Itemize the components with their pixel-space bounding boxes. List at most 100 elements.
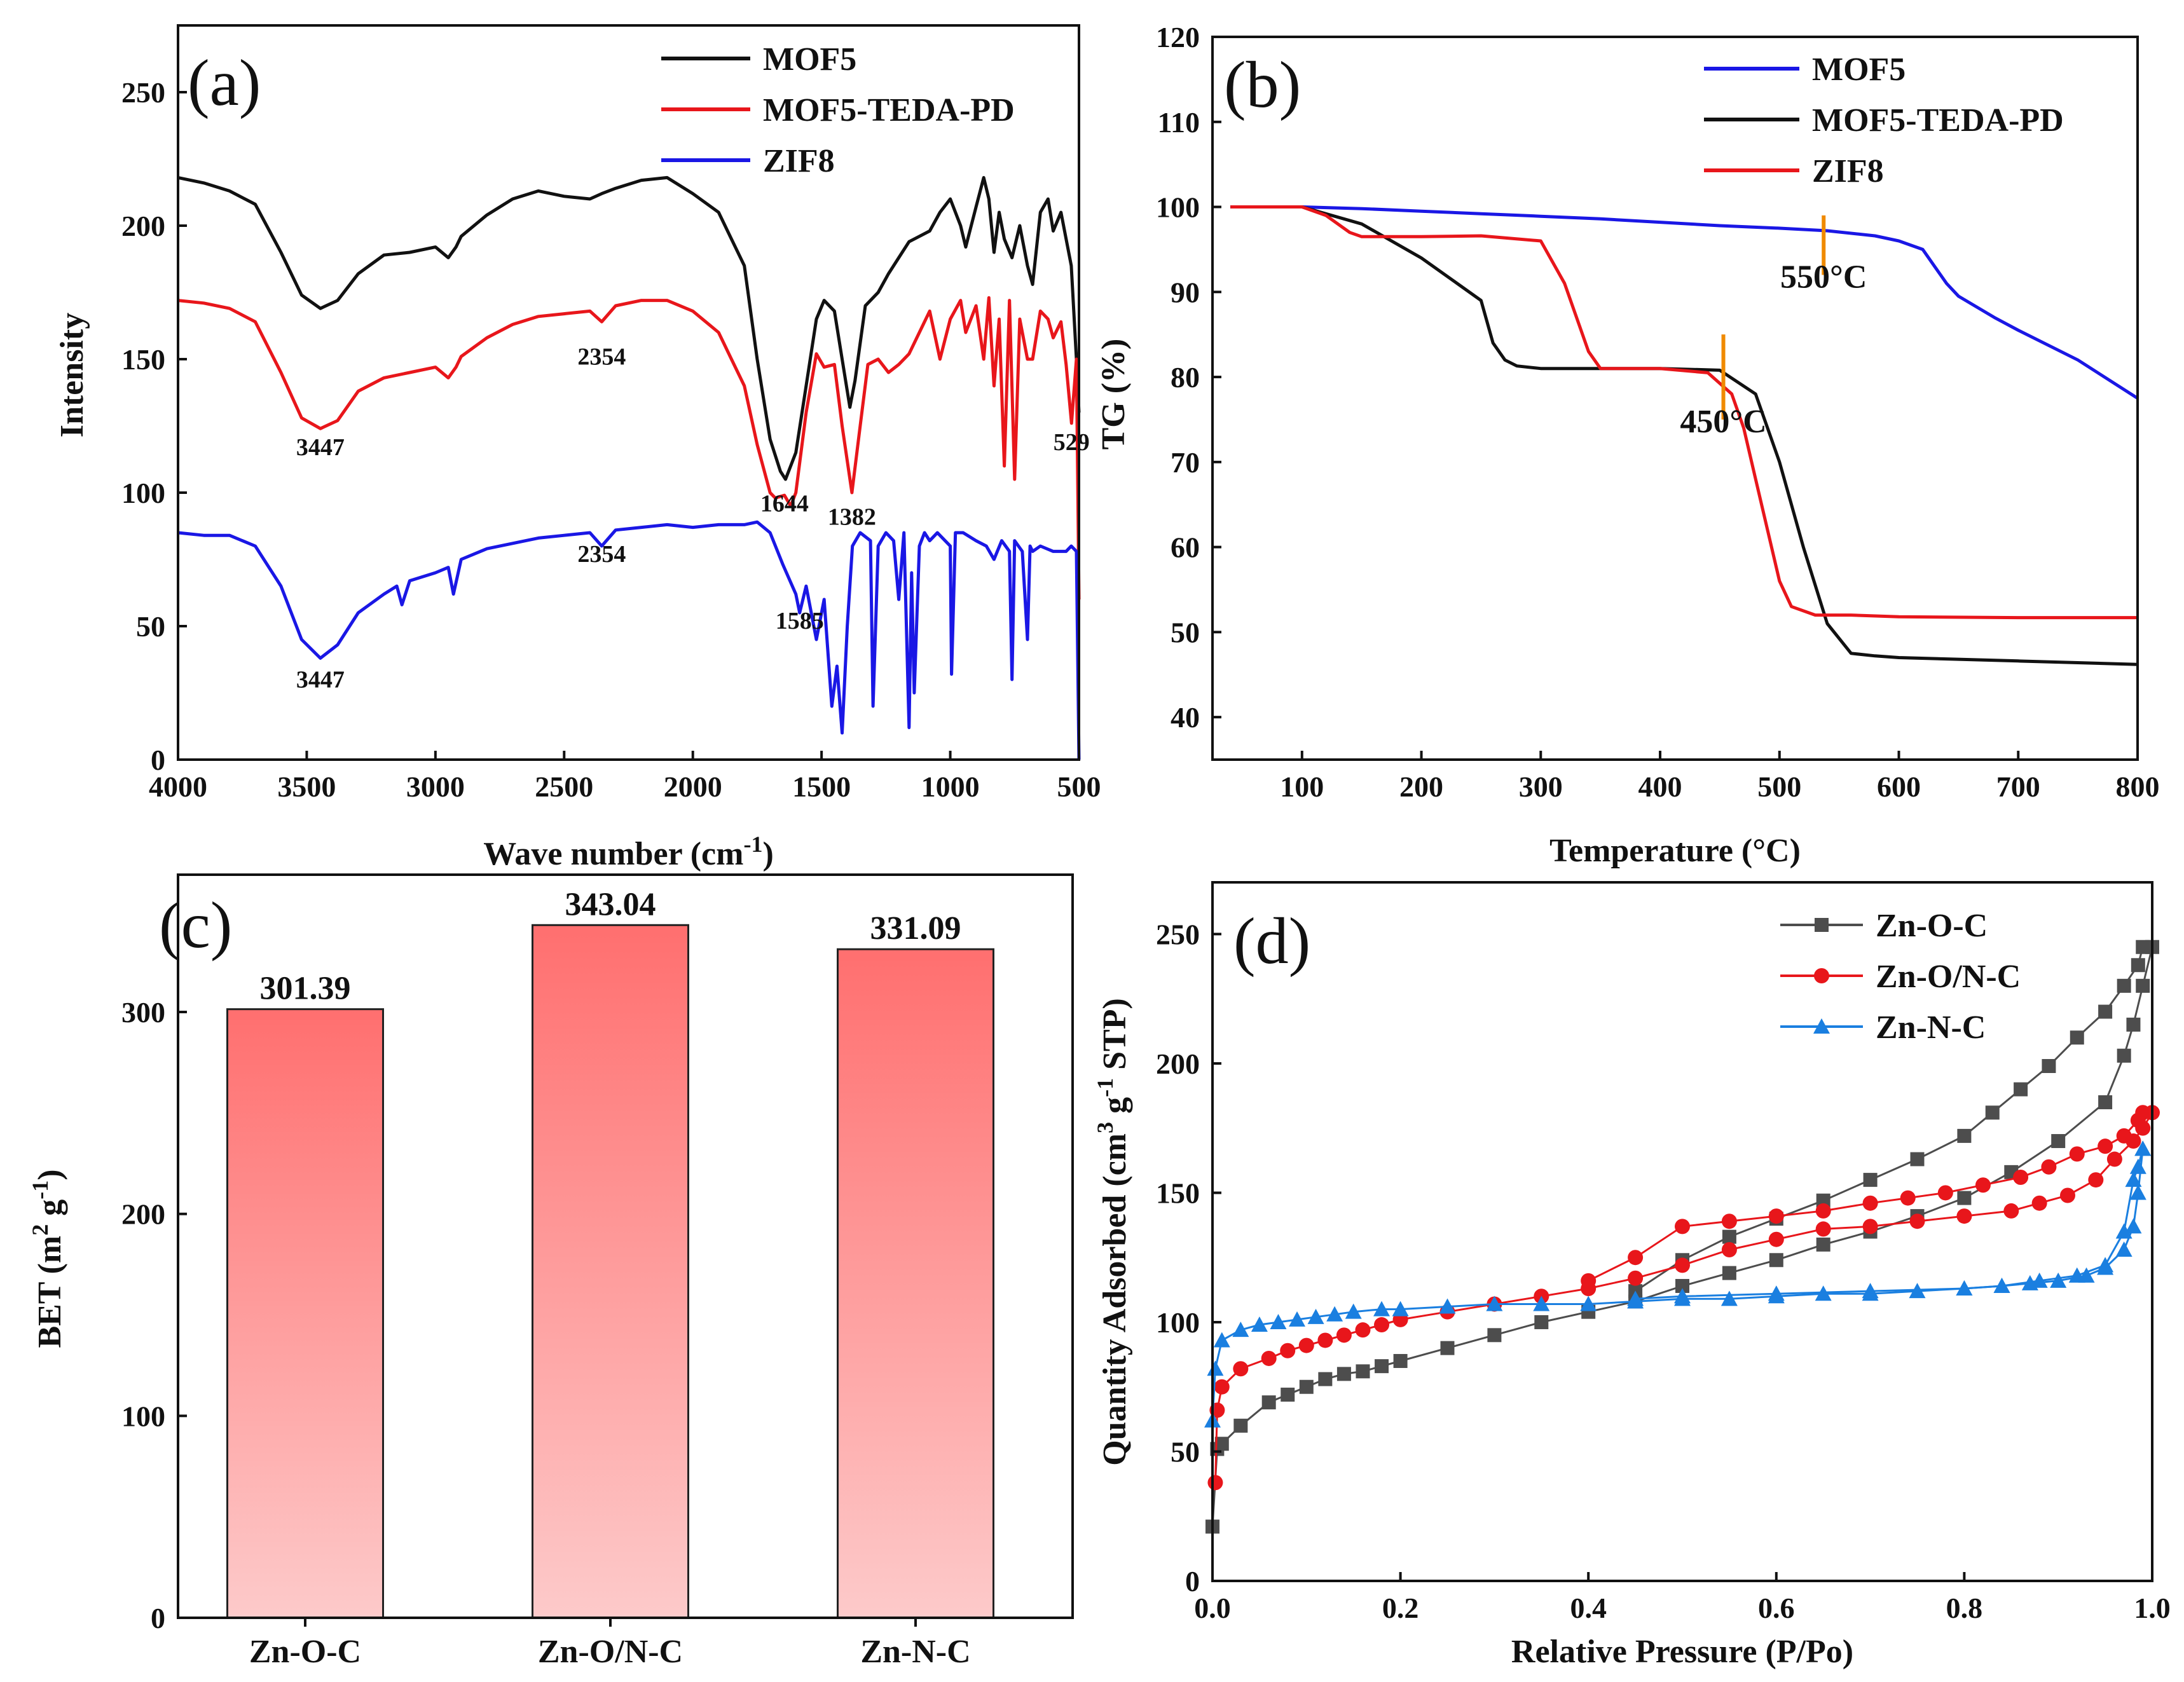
d-zn-o-c-point — [1281, 1387, 1295, 1402]
a-y-tick-label: 200 — [121, 210, 165, 242]
d-zn-o-c-point — [1816, 1193, 1830, 1208]
d-y-tick-label: 250 — [1156, 918, 1200, 950]
a-x-tick-label: 2500 — [535, 770, 593, 803]
c-y-tick-label: 0 — [151, 1602, 165, 1634]
d-x-tick-label: 0.8 — [1946, 1592, 1983, 1624]
d-x-tick-label: 0.4 — [1570, 1592, 1607, 1624]
b-y-tick-label: 60 — [1171, 531, 1200, 564]
d-zn-o-c-point — [1318, 1372, 1333, 1386]
d-zn-o-n-c-point — [1628, 1250, 1644, 1266]
d-zn-o-n-c-point — [1317, 1332, 1333, 1348]
d-y-tick-label: 150 — [1156, 1177, 1200, 1209]
d-zn-n-c-point — [1373, 1301, 1391, 1316]
d-zn-o-c-point — [2136, 978, 2150, 993]
d-y-tick-label: 50 — [1171, 1435, 1200, 1468]
d-zn-o-c-point — [2117, 978, 2131, 993]
c-bar — [226, 1008, 384, 1619]
d-zn-o-n-c-point — [1214, 1379, 1230, 1395]
d-zn-o-n-c-point — [2130, 1112, 2146, 1128]
d-zn-n-c-point — [2097, 1257, 2114, 1273]
d-zn-n-c-point — [2115, 1223, 2132, 1239]
d-zn-n-c-point — [1207, 1360, 1224, 1376]
d-legend-label: Zn-O-C — [1876, 908, 1988, 944]
a-x-tick-label: 1000 — [921, 770, 980, 803]
a-x-axis-title-text: Wave number (cm — [483, 836, 743, 872]
c-y-axis-title-mid: g — [32, 1200, 68, 1224]
d-zn-o-n-c-point — [1862, 1195, 1878, 1211]
d-zn-o-n-c-point — [1280, 1343, 1296, 1358]
a-series-line-zif8 — [177, 520, 1081, 760]
d-zn-n-c-point — [2129, 1158, 2146, 1174]
c-y-axis-title-close: ) — [32, 1169, 68, 1180]
a-annotation: 1382 — [828, 503, 876, 530]
a-annotation: 1585 — [776, 608, 824, 634]
b-y-tick-label: 80 — [1171, 361, 1200, 393]
d-zn-o-c-point — [1863, 1173, 1878, 1187]
d-zn-o-c-point — [2098, 1095, 2113, 1109]
c-category-label: Zn-O-C — [249, 1634, 361, 1670]
d-zn-o-c-point — [1261, 1395, 1276, 1410]
d-zn-o-n-c-point — [2088, 1172, 2104, 1188]
d-zn-o-n-c-point — [1721, 1214, 1737, 1229]
c-bar — [837, 948, 994, 1619]
c-category-label: Zn-O/N-C — [538, 1634, 683, 1670]
c-y-tick-label: 300 — [121, 996, 165, 1029]
d-panel-label: (d) — [1233, 905, 1310, 978]
b-series-line-zif8 — [1230, 205, 2138, 620]
d-zn-o-c-point — [2051, 1134, 2066, 1149]
a-annotation: 2354 — [577, 541, 626, 568]
d-zn-o-n-c-point — [1628, 1270, 1644, 1286]
d-zn-n-c-point — [2115, 1241, 2132, 1257]
d-zn-o-n-c-point — [1956, 1208, 1972, 1224]
d-zn-n-c-point — [1289, 1311, 1306, 1327]
a-x-tick-label: 500 — [1057, 770, 1101, 803]
d-zn-o-c-point — [1985, 1105, 2000, 1120]
d-zn-o-c-adsorption-line — [1211, 947, 2153, 1527]
d-zn-o-n-c-point — [2003, 1203, 2019, 1219]
d-y-axis-title-mid: g — [1097, 1097, 1133, 1122]
d-zn-o-n-c-point — [2116, 1128, 2132, 1144]
a-y-tick-label: 150 — [121, 343, 165, 376]
c-category-label: Zn-N-C — [860, 1634, 970, 1670]
d-zn-n-c-point — [1307, 1308, 1324, 1324]
c-y-axis-title: BET (m2 g-1) — [27, 1169, 68, 1348]
a-annotation: 3447 — [296, 434, 345, 461]
d-zn-o-n-c-point — [1768, 1231, 1784, 1247]
d-zn-o-c-point — [1534, 1315, 1549, 1329]
b-annotation: 550°C — [1780, 259, 1867, 296]
c-bar-value-label: 343.04 — [565, 886, 656, 922]
d-zn-n-c-point — [2125, 1218, 2142, 1234]
d-zn-n-c-point — [1270, 1313, 1287, 1329]
c-y-tick-label: 200 — [121, 1198, 165, 1231]
d-legend-marker — [1814, 968, 1829, 983]
d-zn-o-n-c-point — [1862, 1219, 1878, 1234]
d-zn-o-n-c-point — [1909, 1214, 1925, 1229]
d-zn-o-n-c-point — [1675, 1257, 1690, 1273]
b-x-tick-label: 300 — [1519, 770, 1563, 803]
b-x-tick-label: 600 — [1877, 770, 1921, 803]
d-zn-o-c-point — [2070, 1030, 2084, 1045]
d-zn-o-n-c-point — [2013, 1170, 2029, 1186]
d-zn-o-n-c-point — [1721, 1241, 1737, 1257]
a-legend-label: ZIF8 — [763, 143, 835, 179]
a-x-axis-title-close: ) — [762, 836, 773, 872]
a-annotation: 2354 — [577, 343, 626, 370]
d-zn-n-c-point — [1862, 1283, 1879, 1299]
d-zn-o-n-c-point — [1815, 1221, 1831, 1237]
d-zn-o-c-point — [2098, 1004, 2113, 1019]
b-x-tick-label: 200 — [1399, 770, 1443, 803]
b-y-tick-label: 100 — [1156, 191, 1200, 224]
d-zn-o-n-c-point — [1207, 1475, 1223, 1491]
d-y-tick-label: 0 — [1185, 1565, 1200, 1597]
d-zn-o-c-point — [2136, 940, 2150, 954]
b-x-tick-label: 100 — [1280, 770, 1324, 803]
d-zn-o-n-c-point — [1975, 1177, 1991, 1193]
b-series-line-mof5 — [1230, 205, 2139, 400]
d-x-axis-title: Relative Pressure (P/Po) — [1511, 1634, 1853, 1670]
d-zn-n-c-point — [2050, 1272, 2067, 1288]
d-zn-n-c-point — [1392, 1301, 1409, 1316]
a-x-tick-label: 4000 — [149, 770, 207, 803]
c-y-axis-title-sup1: 2 — [27, 1224, 53, 1236]
d-x-tick-label: 0.2 — [1382, 1592, 1419, 1624]
d-zn-o-c-point — [1722, 1266, 1736, 1280]
